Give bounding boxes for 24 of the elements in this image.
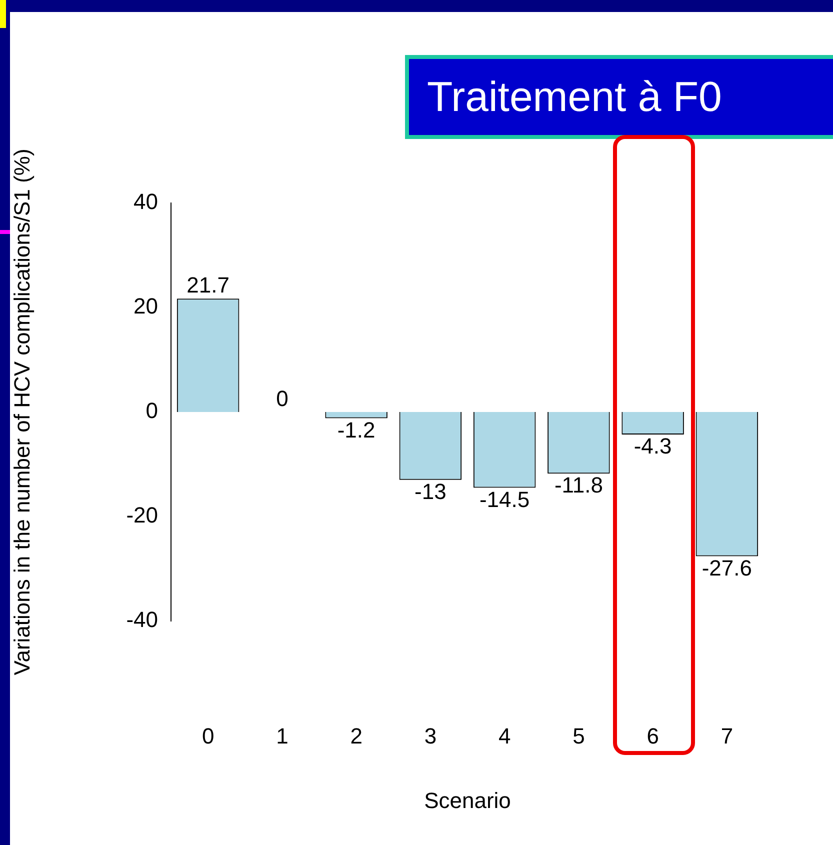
y-tick-label: 40 [134, 189, 158, 214]
x-tick-label: 5 [572, 723, 585, 748]
data-label: 0 [276, 386, 288, 412]
data-label: 21.7 [186, 272, 230, 298]
x-axis-title: Scenario [424, 788, 511, 813]
y-tick-label: 0 [146, 398, 158, 424]
data-label: -4.3 [634, 434, 672, 459]
data-label: -14.5 [479, 486, 530, 512]
x-tick-label: 0 [202, 723, 214, 748]
x-tick-label: 1 [276, 723, 288, 748]
y-tick-label: -20 [126, 502, 158, 528]
x-tick-label: 3 [424, 723, 437, 748]
y-axis-title: Variations in the number of HCV complications/S1 (%) [9, 148, 34, 676]
y-tick-label: -40 [126, 607, 158, 632]
data-label: -11.8 [554, 472, 603, 498]
x-tick-label: 2 [350, 723, 362, 748]
x-tick-label: 7 [720, 723, 734, 748]
x-tick-label: 6 [646, 723, 659, 748]
y-tick-label: 20 [134, 294, 158, 319]
chart-title: Traitement à F0 [405, 55, 833, 139]
x-tick-label: 4 [498, 723, 511, 748]
data-label: -27.6 [702, 555, 752, 580]
data-label: -13 [414, 478, 446, 504]
data-label: -1.2 [337, 417, 376, 442]
